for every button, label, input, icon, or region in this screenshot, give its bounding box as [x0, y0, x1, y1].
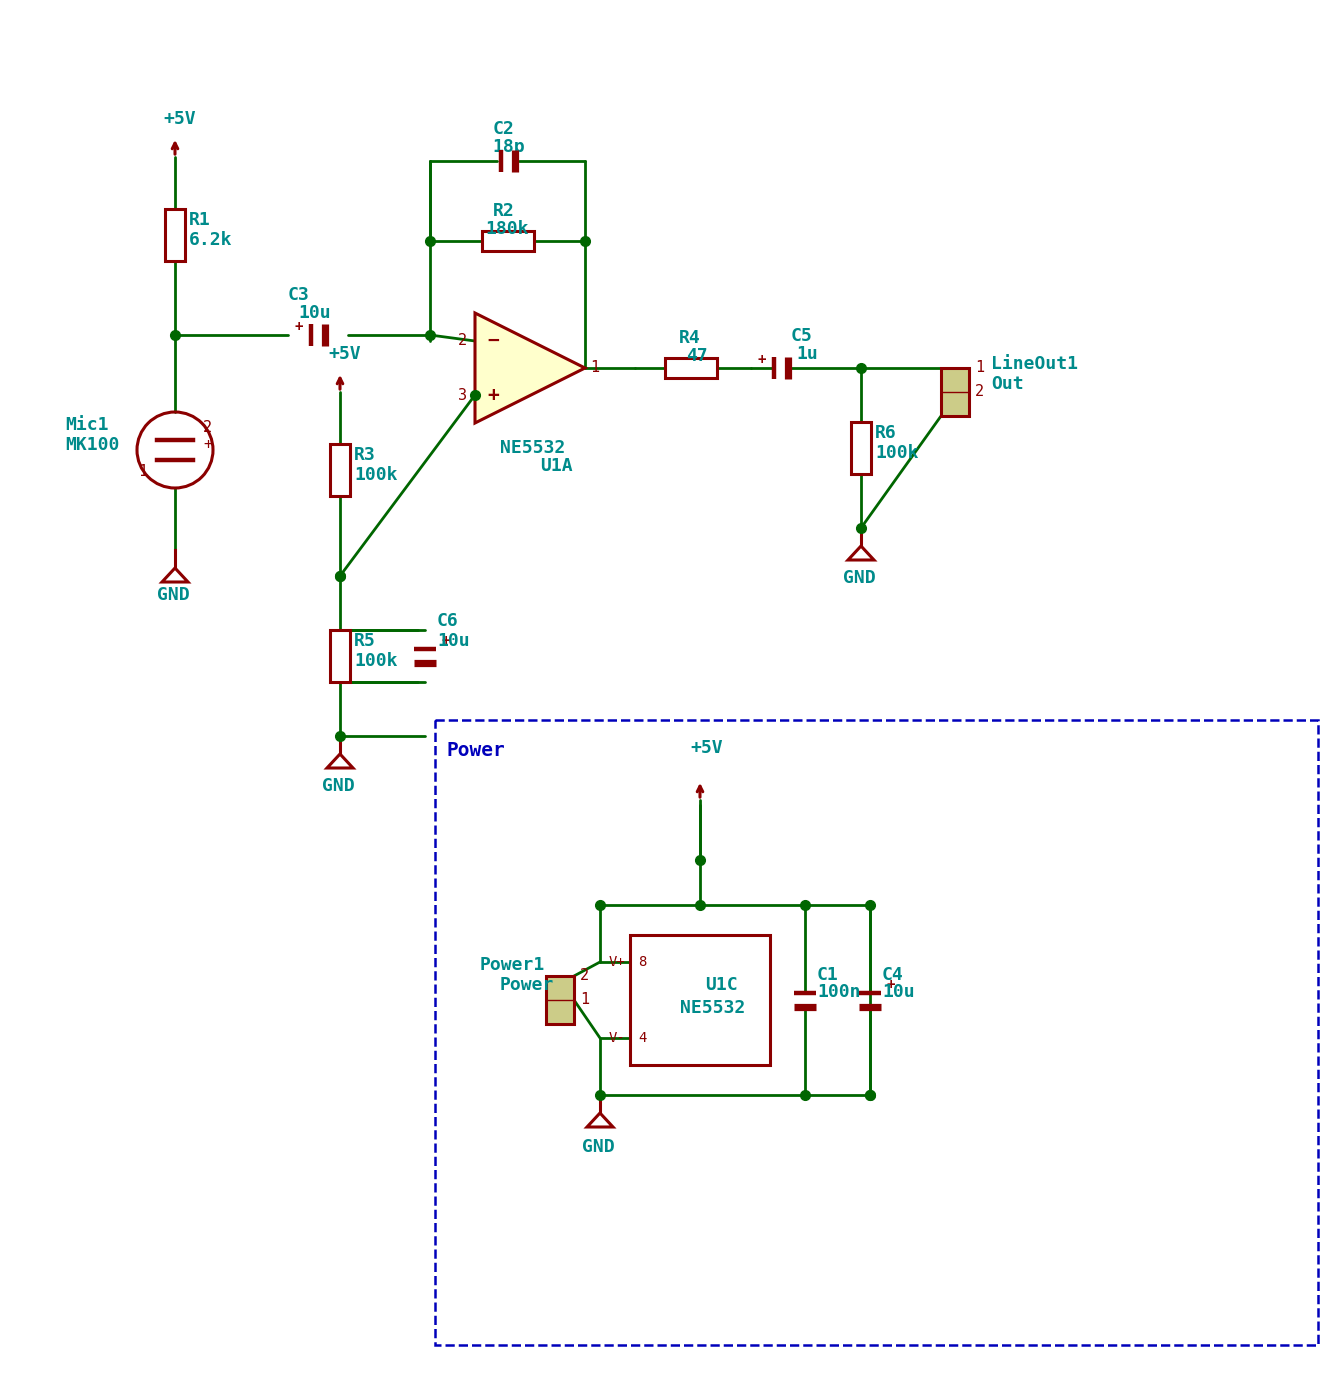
Bar — [630, 935, 770, 1065]
Text: +5V: +5V — [329, 344, 360, 362]
Text: +: + — [203, 437, 211, 451]
Text: C5: C5 — [791, 326, 813, 344]
Text: 1: 1 — [975, 361, 984, 376]
Text: 100k: 100k — [875, 444, 919, 462]
Text: Mic1: Mic1 — [65, 416, 109, 434]
Text: 1: 1 — [138, 465, 148, 480]
Text: Power: Power — [500, 976, 555, 994]
Text: GND: GND — [843, 568, 875, 586]
Text: +: + — [442, 633, 450, 649]
Text: 100k: 100k — [354, 651, 398, 669]
Text: +: + — [758, 353, 766, 366]
Bar — [330, 631, 350, 682]
Text: 18p: 18p — [492, 138, 525, 156]
Text: LineOut1: LineOut1 — [991, 355, 1079, 373]
Bar — [165, 209, 185, 261]
Text: MK100: MK100 — [65, 436, 120, 454]
Text: Power1: Power1 — [480, 956, 545, 974]
Text: 4: 4 — [638, 1030, 646, 1046]
Text: C4: C4 — [882, 965, 904, 983]
Text: 2: 2 — [203, 420, 211, 436]
Text: GND: GND — [583, 1138, 614, 1156]
Text: +: + — [487, 386, 499, 405]
Polygon shape — [475, 313, 585, 423]
Text: 10u: 10u — [882, 983, 915, 1001]
Bar — [481, 231, 533, 250]
Text: C6: C6 — [438, 613, 459, 631]
Text: 180k: 180k — [485, 220, 529, 238]
Text: 2: 2 — [975, 384, 984, 400]
Text: R6: R6 — [875, 425, 896, 443]
Text: Out: Out — [991, 375, 1024, 393]
Text: R4: R4 — [680, 329, 701, 347]
Text: +: + — [295, 319, 303, 335]
Text: +: + — [887, 978, 895, 992]
Text: C3: C3 — [289, 286, 310, 304]
Text: C2: C2 — [492, 120, 515, 138]
Text: NE5532: NE5532 — [500, 438, 565, 456]
Text: C1: C1 — [817, 965, 839, 983]
Text: GND: GND — [157, 586, 190, 604]
Text: +5V: +5V — [690, 739, 722, 757]
Text: 47: 47 — [686, 347, 708, 365]
Text: 3: 3 — [458, 389, 467, 402]
Bar — [330, 444, 350, 496]
Text: Power: Power — [447, 740, 505, 759]
Text: 1u: 1u — [795, 344, 818, 362]
Text: 100n: 100n — [817, 983, 861, 1001]
Text: 2: 2 — [458, 333, 467, 349]
Text: 1: 1 — [591, 361, 598, 376]
Text: −: − — [487, 331, 499, 350]
Text: V-: V- — [608, 1030, 625, 1046]
Text: +5V: +5V — [164, 111, 196, 129]
Text: R1: R1 — [189, 212, 210, 230]
Bar — [665, 358, 717, 378]
Text: 100k: 100k — [354, 466, 398, 484]
Text: 10u: 10u — [298, 304, 331, 322]
Bar — [435, 721, 1318, 1346]
Text: 8: 8 — [638, 956, 646, 969]
Text: R5: R5 — [354, 632, 376, 650]
Text: GND: GND — [322, 777, 355, 795]
Bar — [547, 976, 575, 1023]
Text: 6.2k: 6.2k — [189, 231, 233, 249]
Text: V+: V+ — [608, 956, 625, 969]
Text: 10u: 10u — [438, 632, 469, 650]
Text: U1A: U1A — [540, 456, 573, 474]
Text: R2: R2 — [492, 202, 515, 220]
Bar — [851, 422, 871, 474]
Text: 1: 1 — [580, 993, 589, 1007]
Text: 2: 2 — [580, 968, 589, 983]
Text: U1C: U1C — [705, 976, 738, 994]
Text: NE5532: NE5532 — [680, 999, 745, 1017]
Text: R3: R3 — [354, 445, 376, 465]
Bar — [942, 368, 970, 416]
